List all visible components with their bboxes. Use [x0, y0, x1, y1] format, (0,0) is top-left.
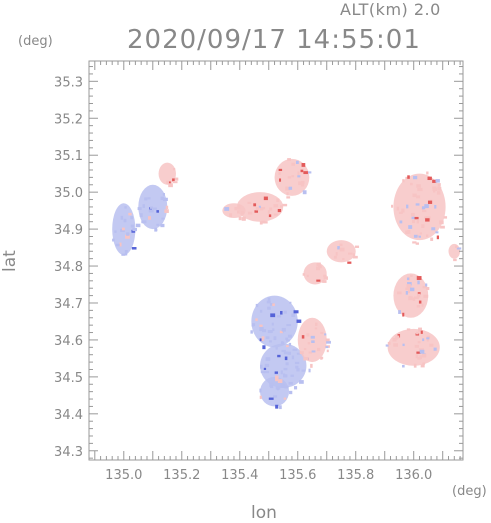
- echo-region-approaching: [137, 184, 169, 232]
- x-tick-label: 135.6: [279, 468, 316, 483]
- echo-region-receding: [297, 317, 331, 368]
- echo-region-receding: [393, 273, 430, 318]
- echo-region-receding: [236, 192, 288, 225]
- altitude-label: ALT(km) 2.0: [340, 0, 441, 19]
- echo-region-receding: [158, 162, 179, 188]
- echo-region-receding: [326, 240, 360, 264]
- y-tick-label: 34.6: [54, 334, 83, 349]
- x-tick-label: 135.2: [163, 468, 200, 483]
- echo-region-approaching: [259, 375, 293, 410]
- x-axis-title: lon: [251, 503, 277, 523]
- echo-layer: [112, 158, 462, 410]
- y-tick-label: 35.0: [54, 186, 83, 201]
- echo-region-receding: [448, 243, 462, 262]
- y-axis-unit: (deg): [18, 34, 53, 49]
- y-tick-label: 34.9: [54, 223, 83, 238]
- echo-region-receding: [222, 203, 246, 221]
- echo-region-receding: [302, 262, 328, 285]
- y-tick-label: 35.3: [54, 75, 83, 90]
- y-tick-label: 34.5: [54, 371, 83, 386]
- x-axis-unit: (deg): [452, 484, 487, 499]
- tick-label-layer: 135.0 135.2 135.4 135.6 135.8 136.0 35.3 35.2 35…: [54, 75, 432, 483]
- y-tick-label: 34.7: [54, 297, 83, 312]
- x-tick-label: 135.8: [337, 468, 374, 483]
- y-tick-label: 35.1: [54, 149, 83, 164]
- y-tick-label: 34.8: [54, 260, 83, 275]
- tick-layer: [88, 61, 463, 460]
- x-tick-label: 135.4: [221, 468, 258, 483]
- x-tick-label: 136.0: [395, 468, 432, 483]
- x-tick-label: 135.0: [105, 468, 142, 483]
- y-tick-label: 34.3: [54, 445, 83, 460]
- echo-region-approaching: [112, 203, 141, 256]
- echo-region-approaching: [250, 295, 302, 350]
- timestamp-title: 2020/09/17 14:55:01: [127, 25, 421, 55]
- plot-frame: [88, 60, 464, 461]
- y-tick-label: 34.4: [54, 408, 83, 423]
- echo-region-receding: [391, 171, 448, 245]
- y-tick-label: 35.2: [54, 112, 83, 127]
- echo-region-receding: [274, 158, 312, 199]
- echo-region-receding: [385, 327, 440, 368]
